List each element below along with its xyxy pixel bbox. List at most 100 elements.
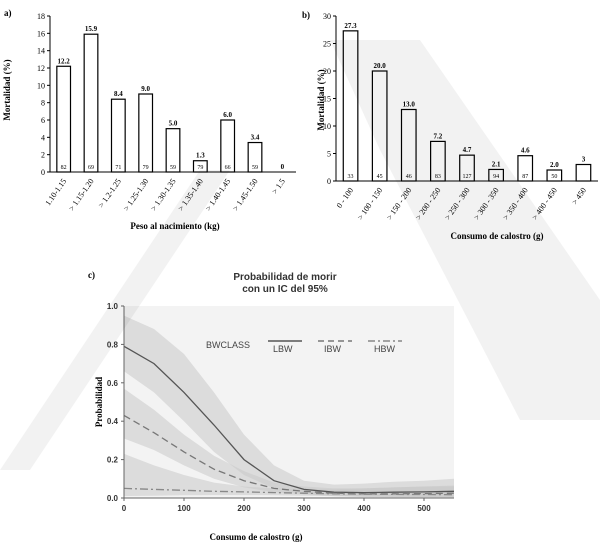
chart-a-y-tick-label: 6 [41, 116, 45, 125]
value-label-a-8: 0 [281, 163, 285, 171]
bar-b-8 [575, 163, 592, 182]
n-label-b-1: 45 [377, 174, 383, 180]
x-tick-label-b-4: > 250 - 300 [443, 186, 472, 222]
bar-b-5 [488, 168, 504, 182]
bar-b-6 [517, 155, 534, 182]
n-label-b-5: 94 [493, 174, 499, 180]
chart-b-y-tick-label: 20 [323, 67, 331, 76]
chart-a-y-axis-label: Mortalidad (%) [2, 59, 12, 120]
panel-label-a: a) [4, 8, 12, 18]
n-label-a-5: 79 [197, 165, 203, 171]
x-tick-label-b-3: > 200 - 250 [414, 186, 443, 222]
x-tick-label-b-0: 0 - 100 [335, 186, 355, 210]
chart-a-y-tick-label: 14 [37, 47, 45, 56]
value-label-b-5: 2.1 [492, 160, 501, 168]
value-label-b-7: 2.0 [550, 161, 559, 169]
chart-b-y-tick-label: 5 [327, 150, 331, 159]
chart-b-x-axis-label: Consumo de calostro (g) [450, 231, 543, 241]
bar-b-1 [371, 70, 388, 182]
chart-a-mortality-by-birthweight: a) 0 2 4 6 8 10 12 14 16 18 12.2 82 15.9 69 8.4 71 9.0 7… [2, 8, 296, 231]
value-label-b-8: 3 [582, 156, 586, 164]
chart-b-y-axis-label: Mortalidad (%) [316, 69, 326, 130]
chart-c-x-tick-label: 100 [177, 504, 191, 513]
bar-a-2 [110, 98, 126, 173]
value-label-a-7: 3.4 [251, 134, 260, 142]
chart-c-x-tick-label: 400 [357, 504, 371, 513]
chart-a-x-axis-label: Peso al nacimiento (kg) [130, 221, 219, 231]
legend-label-ibw: IBW [324, 344, 342, 354]
x-tick-label-a-0: 1.10-1.15 [43, 177, 68, 207]
value-label-a-3: 9.0 [141, 85, 150, 93]
chart-c-x-axis-label: Consumo de calostro (g) [209, 532, 302, 542]
chart-c-title-line-1: Probabilidad de morir [233, 272, 336, 283]
x-tick-label-b-1: > 100 - 150 [356, 186, 385, 222]
chart-c-legend: BWCLASS LBW IBW HBW [206, 340, 402, 354]
chart-c-y-axis-label: Probabilidad [94, 377, 104, 427]
bar-b-2 [400, 108, 417, 182]
value-label-b-3: 7.2 [434, 132, 443, 140]
value-label-a-1: 15.9 [85, 25, 98, 33]
value-label-a-2: 8.4 [114, 90, 123, 98]
chart-a-y-tick-label: 4 [41, 133, 45, 142]
value-label-a-6: 6.0 [223, 111, 232, 119]
value-label-a-4: 5.0 [169, 120, 178, 128]
chart-a-y-tick-label: 2 [41, 151, 45, 160]
chart-c-y-tick-label: 0.4 [107, 417, 119, 426]
n-label-a-7: 59 [252, 165, 258, 171]
n-label-a-4: 59 [170, 165, 176, 171]
n-label-a-3: 79 [143, 165, 149, 171]
bar-b-0 [342, 30, 359, 182]
value-label-b-2: 13.0 [403, 101, 416, 109]
n-label-a-1: 69 [88, 165, 94, 171]
bar-b-4 [459, 154, 475, 182]
bar-a-4 [165, 128, 181, 173]
bar-a-0 [56, 65, 72, 173]
chart-b-y-tick-label: 30 [323, 12, 331, 21]
x-tick-label-a-8: > 1.5 [270, 177, 287, 196]
chart-c-title-line-2: con un IC del 95% [242, 284, 328, 295]
chart-a-y-tick-label: 10 [37, 81, 45, 90]
bar-a-3 [138, 93, 154, 173]
n-label-b-2: 46 [406, 174, 412, 180]
series-line-lbw [123, 345, 455, 494]
x-tick-label-b-2: > 150 - 200 [385, 186, 414, 222]
value-label-a-5: 1.3 [196, 152, 205, 160]
chart-c-y-tick-label: 1.0 [107, 302, 119, 311]
bar-a-6 [220, 119, 236, 173]
chart-a-y-tick-label: 18 [37, 12, 45, 21]
chart-a-y-tick-label: 0 [41, 168, 45, 177]
n-label-b-4: 127 [463, 174, 472, 180]
bar-a-7 [247, 141, 263, 173]
value-label-a-0: 12.2 [58, 57, 71, 65]
bar-a-1 [83, 33, 99, 173]
series-line-hbw [123, 487, 455, 496]
n-label-b-7: 50 [551, 174, 557, 180]
x-tick-label-b-6: > 350 - 400 [501, 186, 530, 222]
chart-b-y-tick-label: 0 [327, 177, 331, 186]
bar-b-3 [430, 140, 446, 182]
x-tick-label-a-7: > 1.45-1.50 [231, 177, 260, 213]
panel-label-c: c) [88, 270, 95, 280]
x-tick-label-b-7: > 400 - 450 [530, 186, 559, 222]
x-tick-label-a-1: > 1.15-1.20 [67, 177, 96, 213]
legend-label-lbw: LBW [273, 344, 293, 354]
ci-band-lbw [124, 315, 454, 498]
chart-a-y-tick-label: 12 [37, 64, 45, 73]
ci-band-ibw [124, 388, 454, 497]
value-label-b-0: 27.3 [344, 22, 357, 30]
n-label-a-2: 71 [115, 165, 121, 171]
chart-b-mortality-by-colostrum: b) 0 5 10 15 20 25 30 27.3 33 20.0 45 13.0 46 7.2 83 4… [302, 10, 598, 241]
chart-c-y-tick-label: 0.6 [107, 379, 119, 388]
x-tick-label-b-8: > 450 [570, 186, 588, 206]
chart-a-y-tick-label: 8 [41, 99, 45, 108]
bar-b-7 [546, 169, 563, 182]
legend-label-hbw: HBW [374, 344, 396, 354]
chart-a-y-tick-label: 16 [37, 29, 45, 38]
chart-c-y-tick-label: 0.0 [107, 494, 119, 503]
ci-band-hbw [124, 453, 454, 498]
n-label-b-0: 33 [348, 174, 354, 180]
chart-b-y-tick-label: 15 [323, 95, 331, 104]
bar-a-5 [192, 160, 208, 173]
chart-c-y-tick-label: 0.8 [107, 340, 119, 349]
x-tick-label-a-6: > 1.40-1.45 [204, 177, 233, 213]
